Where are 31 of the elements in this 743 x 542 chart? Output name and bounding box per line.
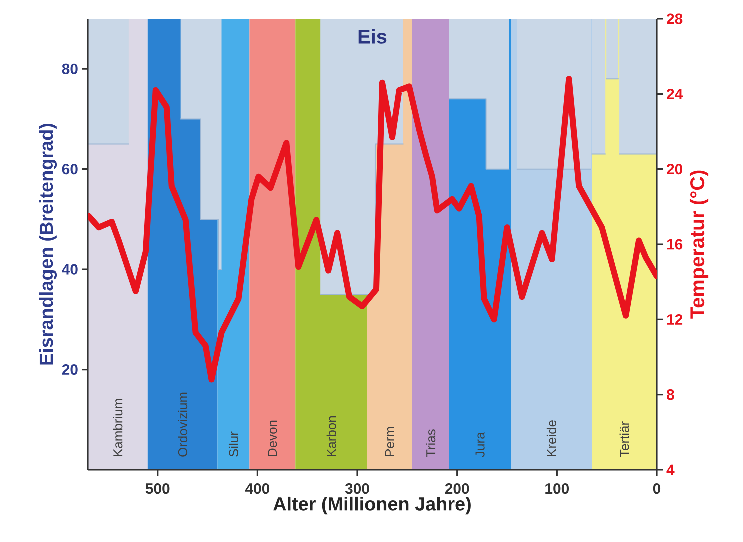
band-label: Perm	[385, 427, 394, 456]
band-label: Kreide	[546, 420, 556, 456]
band-label: Devon	[268, 420, 278, 456]
y2-tick-label: 28	[667, 14, 683, 24]
band-label: Trias	[426, 430, 436, 458]
annotation: Eis	[358, 29, 387, 44]
y-tick-label: 60	[62, 164, 78, 175]
y2-axis-title: Temperatur (°C)	[690, 170, 709, 319]
y2-tick-label: 4	[666, 464, 675, 476]
y2-tick-label: 8	[666, 390, 674, 400]
x-tick-label: 0	[653, 484, 661, 494]
x-tick-label: 100	[546, 484, 570, 494]
x-axis-title: Alter (Millionen Jahre)	[274, 496, 471, 515]
x-tick-label: 200	[445, 484, 470, 494]
x-tick-label: 500	[146, 484, 170, 494]
y2-tick-label: 20	[667, 164, 683, 175]
band-label: Ordovizium	[178, 392, 188, 457]
y-tick-label: 40	[62, 264, 78, 275]
band-label: Tertiär	[620, 422, 630, 458]
band-label: Silur	[228, 432, 238, 457]
x-tick-label: 300	[345, 484, 370, 494]
band-label: Kambrium	[113, 399, 123, 456]
y2-tick-label: 12	[667, 314, 683, 325]
band-label: Jura	[476, 432, 485, 458]
y2-tick-label: 24	[667, 88, 684, 100]
x-tick-label: 400	[245, 484, 270, 494]
band-label: Karbon	[326, 416, 336, 456]
y-tick-label: 20	[62, 364, 78, 376]
y2-tick-label: 16	[667, 239, 683, 250]
y-axis-title: Eisrandlagen (Breitengrad)	[39, 124, 58, 365]
y-tick-label: 80	[62, 64, 78, 74]
